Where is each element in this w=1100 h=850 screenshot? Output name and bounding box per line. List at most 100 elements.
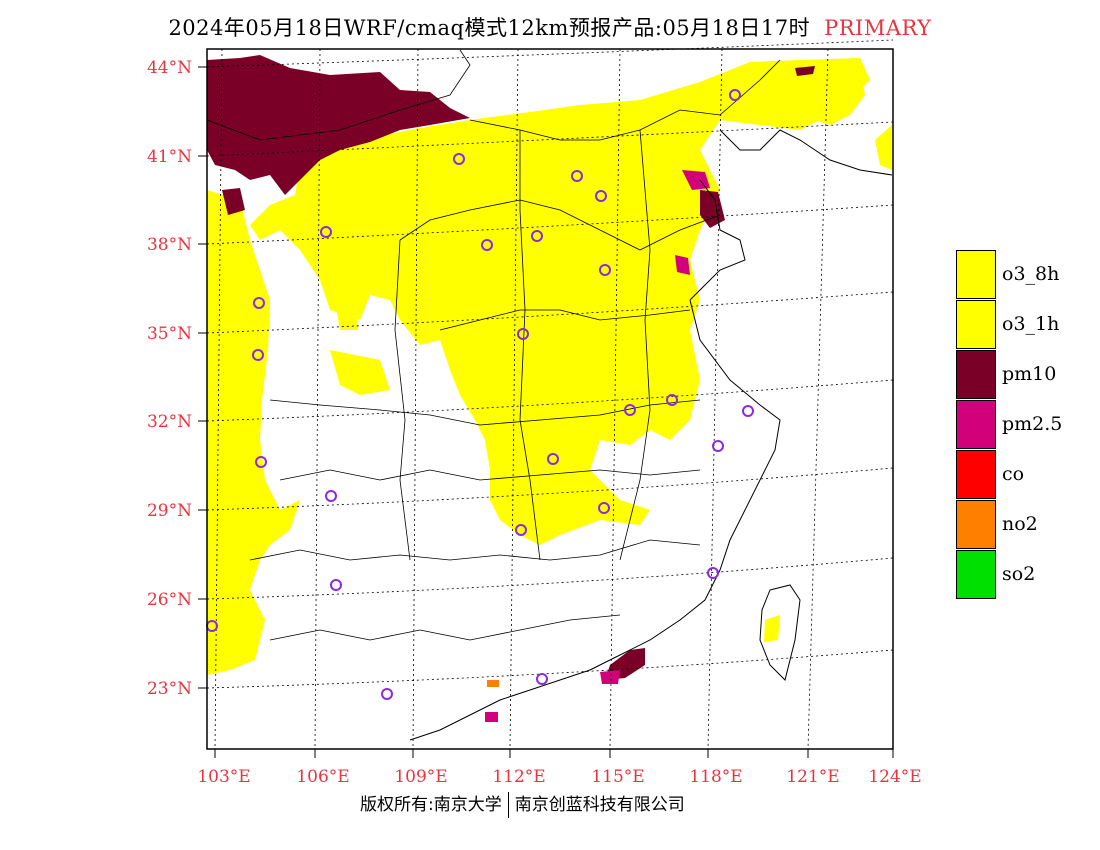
- coastline: [409, 129, 893, 741]
- lon-label: 118°E: [689, 767, 742, 787]
- coastline-north: [719, 129, 893, 176]
- legend-label: o3_1h: [1002, 313, 1060, 335]
- lat-label: 38°N: [147, 235, 192, 255]
- province-boundaries: [206, 49, 781, 641]
- axis-ticks: [198, 66, 894, 758]
- legend-item-co: co: [956, 449, 1096, 499]
- graticule-lon-103: [214, 48, 223, 750]
- legend-label: pm2.5: [1002, 413, 1063, 435]
- legend-label: no2: [1002, 513, 1038, 535]
- station-markers: [206, 89, 754, 700]
- station-marker: [320, 226, 332, 238]
- no2-patch: [487, 680, 499, 687]
- pm10-northeast-dots: [795, 66, 815, 76]
- station-marker: [255, 456, 267, 468]
- o3-east-edge: [875, 125, 892, 170]
- station-marker: [515, 524, 527, 536]
- boundary-vertical-3: [619, 129, 651, 561]
- lat-label: 26°N: [147, 590, 192, 610]
- station-marker: [599, 264, 611, 276]
- boundary-south-central: [279, 469, 701, 481]
- copyright-right: 南京创蓝科技有限公司: [514, 795, 685, 815]
- lat-label: 32°N: [147, 412, 192, 432]
- map-title: 2024年05月18日WRF/cmaq模式12km预报产品:05月18日17时 P…: [0, 12, 1100, 42]
- station-marker: [707, 567, 719, 579]
- pm25-beijing-patch: [682, 170, 710, 190]
- primary-tag: PRIMARY: [824, 16, 932, 40]
- pollutant-legend: o3_8h o3_1h pm10 pm2.5 co no2 so2: [956, 249, 1096, 599]
- station-marker: [453, 153, 465, 165]
- boundary-vertical-1: [394, 239, 411, 561]
- legend-item-pm25: pm2.5: [956, 399, 1096, 449]
- pm25-south-patch: [485, 712, 498, 722]
- station-marker: [325, 490, 337, 502]
- o3-coverage-layer: [207, 58, 892, 675]
- graticule-lon-115: [609, 48, 621, 750]
- lon-label: 103°E: [197, 767, 250, 787]
- boundary-south: [249, 539, 701, 561]
- lon-label: 109°E: [394, 767, 447, 787]
- station-marker: [330, 579, 342, 591]
- station-marker: [531, 230, 543, 242]
- legend-item-no2: no2: [956, 499, 1096, 549]
- taiwan-island: [759, 584, 801, 681]
- lon-label: 124°E: [868, 767, 921, 787]
- graticule-lon-118: [707, 48, 723, 750]
- station-marker: [598, 502, 610, 514]
- legend-label: o3_8h: [1002, 263, 1060, 285]
- legend-swatch: [956, 349, 996, 399]
- station-marker: [571, 170, 583, 182]
- lat-label: 35°N: [147, 324, 192, 344]
- graticule: [206, 39, 894, 750]
- graticule-lon-106: [314, 48, 321, 750]
- legend-label: co: [1002, 463, 1025, 485]
- boundary-vertical-2: [519, 130, 541, 561]
- station-marker: [729, 89, 741, 101]
- legend-swatch: [956, 499, 996, 549]
- pm25-layer: [485, 170, 710, 722]
- copyright-notice: 版权所有:南京大学 南京创蓝科技有限公司: [360, 790, 685, 818]
- legend-swatch: [956, 399, 996, 449]
- station-marker: [742, 405, 754, 417]
- lat-label: 44°N: [147, 58, 192, 78]
- boundary-inner-mongolia: [206, 49, 471, 141]
- coastline-bohai: [689, 179, 746, 301]
- o3-central-patch: [330, 270, 358, 330]
- boundary-yangtze: [269, 399, 701, 426]
- station-marker: [381, 688, 393, 700]
- legend-swatch: [956, 249, 996, 299]
- lat-label: 41°N: [147, 147, 192, 167]
- boundary-guangxi: [269, 614, 621, 641]
- legend-item-o3-1h: o3_1h: [956, 299, 1096, 349]
- lat-label: 29°N: [147, 501, 192, 521]
- lon-label: 115°E: [591, 767, 644, 787]
- legend-label: so2: [1002, 563, 1036, 585]
- legend-item-so2: so2: [956, 549, 1096, 599]
- pm10-northwest-region: [207, 55, 470, 195]
- station-marker: [666, 394, 678, 406]
- station-marker: [253, 297, 265, 309]
- station-marker: [252, 349, 264, 361]
- legend-label: pm10: [1002, 363, 1057, 385]
- lon-label: 112°E: [492, 767, 545, 787]
- legend-item-o3-8h: o3_8h: [956, 249, 1096, 299]
- pm25-shandong-patch: [675, 255, 690, 275]
- station-marker: [547, 453, 559, 465]
- pm10-west-patch: [222, 188, 245, 215]
- o3-middle-patch: [330, 350, 390, 395]
- station-marker: [517, 328, 529, 340]
- o3-north-band: [250, 58, 870, 545]
- station-marker: [595, 190, 607, 202]
- station-marker: [481, 239, 493, 251]
- boundary-central: [439, 309, 691, 331]
- title-text: 2024年05月18日WRF/cmaq模式12km预报产品:05月18日17时: [168, 16, 811, 40]
- legend-swatch: [956, 299, 996, 349]
- o3-northeast-patch: [800, 70, 865, 125]
- pm25-guangdong-patch: [600, 670, 620, 684]
- lat-labels: 44°N 41°N 38°N 35°N 32°N 29°N 26°N 23°N: [147, 58, 192, 699]
- graticule-lon-109: [412, 48, 419, 750]
- boundary-central-north: [399, 199, 721, 251]
- copyright-left: 版权所有:南京大学: [360, 795, 502, 815]
- o3-west-band: [207, 190, 300, 675]
